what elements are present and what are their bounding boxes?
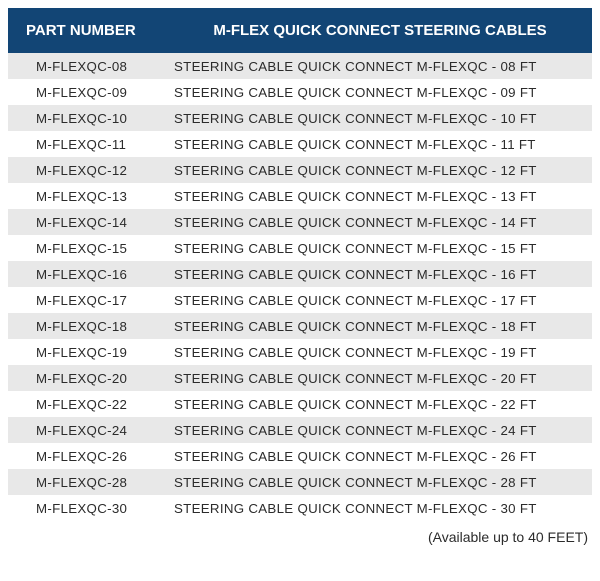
cell-description: STEERING CABLE QUICK CONNECT M-FLEXQC - … (168, 313, 592, 339)
header-description: M-FLEX QUICK CONNECT STEERING CABLES (168, 8, 592, 53)
cell-part-number: M-FLEXQC-24 (8, 417, 168, 443)
cell-part-number: M-FLEXQC-30 (8, 495, 168, 521)
table-row: M-FLEXQC-10STEERING CABLE QUICK CONNECT … (8, 105, 592, 131)
table-row: M-FLEXQC-18STEERING CABLE QUICK CONNECT … (8, 313, 592, 339)
table-row: M-FLEXQC-08STEERING CABLE QUICK CONNECT … (8, 53, 592, 79)
parts-table: PART NUMBER M-FLEX QUICK CONNECT STEERIN… (8, 8, 592, 521)
cell-description: STEERING CABLE QUICK CONNECT M-FLEXQC - … (168, 469, 592, 495)
table-row: M-FLEXQC-24STEERING CABLE QUICK CONNECT … (8, 417, 592, 443)
cell-description: STEERING CABLE QUICK CONNECT M-FLEXQC - … (168, 339, 592, 365)
cell-part-number: M-FLEXQC-16 (8, 261, 168, 287)
table-row: M-FLEXQC-22STEERING CABLE QUICK CONNECT … (8, 391, 592, 417)
cell-part-number: M-FLEXQC-12 (8, 157, 168, 183)
header-row: PART NUMBER M-FLEX QUICK CONNECT STEERIN… (8, 8, 592, 53)
table-row: M-FLEXQC-14STEERING CABLE QUICK CONNECT … (8, 209, 592, 235)
table-row: M-FLEXQC-15STEERING CABLE QUICK CONNECT … (8, 235, 592, 261)
cell-description: STEERING CABLE QUICK CONNECT M-FLEXQC - … (168, 261, 592, 287)
cell-part-number: M-FLEXQC-28 (8, 469, 168, 495)
cell-part-number: M-FLEXQC-18 (8, 313, 168, 339)
table-row: M-FLEXQC-12STEERING CABLE QUICK CONNECT … (8, 157, 592, 183)
table-row: M-FLEXQC-26STEERING CABLE QUICK CONNECT … (8, 443, 592, 469)
cell-part-number: M-FLEXQC-22 (8, 391, 168, 417)
footer-note: (Available up to 40 FEET) (8, 521, 592, 545)
cell-part-number: M-FLEXQC-08 (8, 53, 168, 79)
cell-part-number: M-FLEXQC-13 (8, 183, 168, 209)
table-row: M-FLEXQC-13STEERING CABLE QUICK CONNECT … (8, 183, 592, 209)
table-body: M-FLEXQC-08STEERING CABLE QUICK CONNECT … (8, 53, 592, 521)
cell-description: STEERING CABLE QUICK CONNECT M-FLEXQC - … (168, 287, 592, 313)
cell-part-number: M-FLEXQC-14 (8, 209, 168, 235)
table-row: M-FLEXQC-19STEERING CABLE QUICK CONNECT … (8, 339, 592, 365)
cell-description: STEERING CABLE QUICK CONNECT M-FLEXQC - … (168, 53, 592, 79)
cell-description: STEERING CABLE QUICK CONNECT M-FLEXQC - … (168, 79, 592, 105)
cell-part-number: M-FLEXQC-17 (8, 287, 168, 313)
table-row: M-FLEXQC-30STEERING CABLE QUICK CONNECT … (8, 495, 592, 521)
table-row: M-FLEXQC-28STEERING CABLE QUICK CONNECT … (8, 469, 592, 495)
table-row: M-FLEXQC-17STEERING CABLE QUICK CONNECT … (8, 287, 592, 313)
cell-description: STEERING CABLE QUICK CONNECT M-FLEXQC - … (168, 391, 592, 417)
header-part-number: PART NUMBER (8, 8, 168, 53)
cell-description: STEERING CABLE QUICK CONNECT M-FLEXQC - … (168, 235, 592, 261)
cell-description: STEERING CABLE QUICK CONNECT M-FLEXQC - … (168, 183, 592, 209)
table-row: M-FLEXQC-16STEERING CABLE QUICK CONNECT … (8, 261, 592, 287)
cell-description: STEERING CABLE QUICK CONNECT M-FLEXQC - … (168, 105, 592, 131)
table-header: PART NUMBER M-FLEX QUICK CONNECT STEERIN… (8, 8, 592, 53)
cell-part-number: M-FLEXQC-09 (8, 79, 168, 105)
cell-part-number: M-FLEXQC-26 (8, 443, 168, 469)
cell-part-number: M-FLEXQC-10 (8, 105, 168, 131)
cell-description: STEERING CABLE QUICK CONNECT M-FLEXQC - … (168, 417, 592, 443)
cell-part-number: M-FLEXQC-11 (8, 131, 168, 157)
table-row: M-FLEXQC-11STEERING CABLE QUICK CONNECT … (8, 131, 592, 157)
cell-description: STEERING CABLE QUICK CONNECT M-FLEXQC - … (168, 131, 592, 157)
parts-table-container: PART NUMBER M-FLEX QUICK CONNECT STEERIN… (8, 8, 592, 545)
cell-description: STEERING CABLE QUICK CONNECT M-FLEXQC - … (168, 495, 592, 521)
cell-part-number: M-FLEXQC-19 (8, 339, 168, 365)
table-row: M-FLEXQC-20STEERING CABLE QUICK CONNECT … (8, 365, 592, 391)
cell-part-number: M-FLEXQC-20 (8, 365, 168, 391)
cell-description: STEERING CABLE QUICK CONNECT M-FLEXQC - … (168, 365, 592, 391)
table-row: M-FLEXQC-09STEERING CABLE QUICK CONNECT … (8, 79, 592, 105)
cell-description: STEERING CABLE QUICK CONNECT M-FLEXQC - … (168, 157, 592, 183)
cell-description: STEERING CABLE QUICK CONNECT M-FLEXQC - … (168, 443, 592, 469)
cell-description: STEERING CABLE QUICK CONNECT M-FLEXQC - … (168, 209, 592, 235)
cell-part-number: M-FLEXQC-15 (8, 235, 168, 261)
